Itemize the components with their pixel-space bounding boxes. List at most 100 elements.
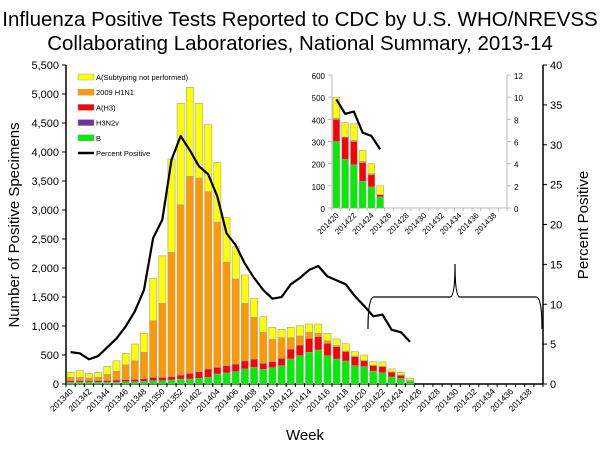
- bar-segment-b: [149, 380, 158, 385]
- bar-segment-a-subtyping-not-performed-: [94, 372, 102, 378]
- bar-segment-2009-h1n1: [222, 261, 231, 366]
- legend-item: B: [77, 134, 101, 143]
- bar-segment-2009-h1n1: [140, 352, 148, 380]
- inset-bracket: [367, 263, 543, 330]
- bar-segment-b: [351, 365, 359, 385]
- bar-segment-2009-h1n1: [195, 177, 203, 372]
- main-plot: 05001,0001,5002,0002,5003,0003,5004,0004…: [31, 60, 562, 413]
- bar-segment-2009-h1n1: [121, 364, 130, 380]
- legend-color-swatch: [77, 73, 95, 81]
- bar-201340: [66, 372, 75, 385]
- bar-segment-2009-h1n1: [167, 252, 176, 377]
- bar-segment-a-subtyping-not-performed-: [332, 338, 341, 346]
- bar-segment-b: [250, 367, 258, 385]
- inset-percent-positive-line: [335, 98, 382, 150]
- inset-bar-segment-a-subtyping-not-performed-: [367, 163, 376, 174]
- inset-bar-segment-a-h3-: [350, 141, 358, 166]
- y-tick-label: 3,500: [31, 176, 59, 188]
- legend-item: 2009 H1N1: [77, 88, 134, 97]
- bar-segment-a-subtyping-not-performed-: [149, 278, 158, 322]
- bar-segment-a-subtyping-not-performed-: [204, 124, 213, 193]
- bar-segment-a-h3-: [204, 368, 213, 378]
- inset-y2-tick-label: 8: [514, 116, 519, 125]
- percent-positive-line: [70, 134, 411, 361]
- bar-segment-b: [286, 358, 295, 385]
- inset-bar-segment-b: [358, 181, 367, 209]
- bar-segment-a-h3-: [360, 360, 369, 367]
- bar-201345: [112, 360, 121, 385]
- bar-201411: [277, 329, 286, 385]
- bar-segment-b: [158, 380, 167, 385]
- bar-201341: [75, 370, 84, 385]
- bar-segment-a-subtyping-not-performed-: [85, 372, 93, 379]
- bar-201403: [204, 124, 213, 385]
- bar-201410: [268, 327, 277, 385]
- y2-tick-label: 25: [550, 180, 562, 192]
- y-tick-label: 4,500: [31, 118, 59, 130]
- y-tick-label: 1,500: [31, 292, 59, 304]
- y2-tick-label: 10: [550, 299, 562, 311]
- inset-plot: 0100200300400500600024681012201420201422…: [312, 72, 524, 236]
- bar-segment-b: [305, 352, 313, 385]
- legend-label: A(H3): [96, 103, 116, 112]
- bar-segment-2009-h1n1: [296, 335, 304, 346]
- bar-segment-2009-h1n1: [130, 360, 139, 380]
- bar-segment-b: [268, 367, 277, 385]
- bar-segment-a-subtyping-not-performed-: [314, 323, 323, 334]
- bar-201406: [231, 246, 240, 385]
- bar-segment-2009-h1n1: [305, 332, 313, 339]
- bar-segment-2009-h1n1: [176, 204, 185, 376]
- inset-bar-segment-a-subtyping-not-performed-: [350, 123, 358, 141]
- bar-segment-b: [185, 378, 194, 385]
- inset-bar-segment-b: [332, 141, 341, 209]
- bar-segment-a-subtyping-not-performed-: [121, 352, 130, 366]
- bar-segment-a-h3-: [286, 348, 295, 360]
- bar-segment-a-subtyping-not-performed-: [103, 366, 112, 375]
- bar-201348: [140, 332, 148, 385]
- bar-201347: [130, 343, 139, 385]
- bar-segment-2009-h1n1: [323, 340, 332, 344]
- legend-item: Percent Positive: [78, 149, 150, 158]
- y2-tick-label: 30: [550, 140, 562, 152]
- bar-segment-a-h3-: [387, 371, 396, 378]
- bar-segment-b: [167, 379, 176, 385]
- y-tick-label: 5,500: [31, 60, 59, 72]
- inset-y-tick-label: 400: [312, 116, 326, 125]
- bar-segment-b: [406, 380, 414, 385]
- bar-segment-a-h3-: [332, 346, 341, 360]
- inset-y-tick-label: 100: [312, 183, 326, 192]
- legend-label: Percent Positive: [96, 149, 150, 158]
- bar-201351: [167, 158, 176, 385]
- bar-201416: [323, 333, 332, 385]
- bar-segment-a-subtyping-not-performed-: [185, 87, 194, 177]
- legend-label: 2009 H1N1: [96, 88, 134, 97]
- bar-segment-b: [387, 376, 396, 385]
- bar-segment-a-h3-: [277, 358, 286, 366]
- bar-segment-b: [341, 360, 350, 385]
- bar-segment-a-subtyping-not-performed-: [268, 327, 277, 340]
- bar-segment-a-subtyping-not-performed-: [195, 102, 203, 179]
- bar-segment-a-subtyping-not-performed-: [360, 354, 369, 361]
- bar-segment-a-h3-: [149, 377, 158, 381]
- bar-segment-a-h3-: [112, 379, 121, 383]
- bar-segment-b: [369, 370, 378, 385]
- bar-segment-b: [259, 369, 268, 385]
- bar-201408: [250, 297, 258, 385]
- legend-label: B: [96, 134, 101, 143]
- bar-segment-2009-h1n1: [158, 303, 167, 378]
- bar-segment-a-h3-: [240, 360, 249, 370]
- bar-201343: [94, 372, 102, 385]
- bar-segment-a-h3-: [305, 338, 313, 353]
- bar-segment-b: [195, 378, 203, 385]
- inset-bar-segment-a-subtyping-not-performed-: [332, 96, 341, 119]
- bar-201424: [396, 372, 405, 385]
- bar-segment-b: [130, 381, 139, 385]
- bar-201412: [286, 327, 295, 385]
- bar-201346: [121, 352, 130, 385]
- legend-item: A(H3): [77, 103, 116, 112]
- bar-201342: [85, 372, 93, 385]
- y2-tick-label: 40: [550, 60, 562, 72]
- y2-tick-label: 0: [550, 379, 556, 391]
- bar-segment-a-h3-: [378, 366, 387, 373]
- legend-item: H3N2v: [77, 119, 119, 128]
